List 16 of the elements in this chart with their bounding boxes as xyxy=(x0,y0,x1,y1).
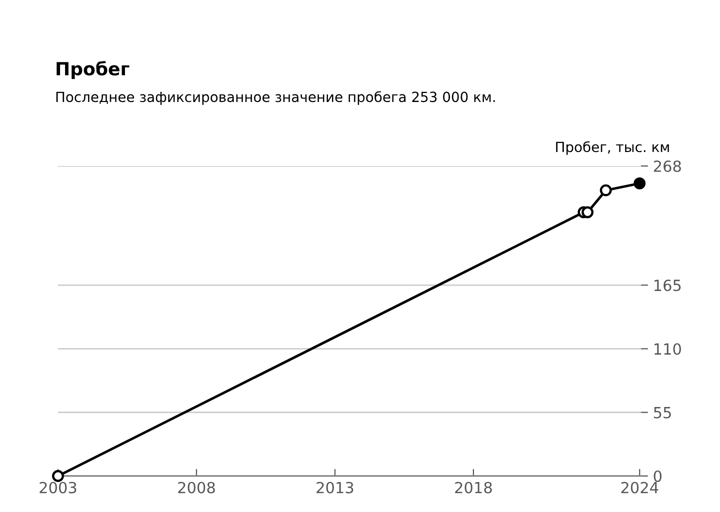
point xyxy=(582,206,594,218)
point xyxy=(634,177,646,190)
y-tick-label: 165 xyxy=(654,280,681,292)
chart-title: Пробег xyxy=(56,60,130,80)
x-tick-label: 2008 xyxy=(178,482,215,494)
x-tick-label: 2018 xyxy=(455,482,492,494)
x-tick-label: 2003 xyxy=(40,482,76,494)
y-tick-label: 110 xyxy=(654,343,681,355)
x-tick-label: 2024 xyxy=(621,482,658,494)
y-tick-label: 55 xyxy=(654,407,671,418)
y-tick-label: 0 xyxy=(654,470,662,482)
chart-subtitle: Последнее зафиксированное значение пробега 253 000 км. xyxy=(56,91,495,105)
y-tick-label: 268 xyxy=(654,160,681,172)
point xyxy=(600,184,612,196)
x-tick-label: 2013 xyxy=(316,482,354,494)
y-axis-title: Пробег, тыс. км xyxy=(556,141,669,155)
